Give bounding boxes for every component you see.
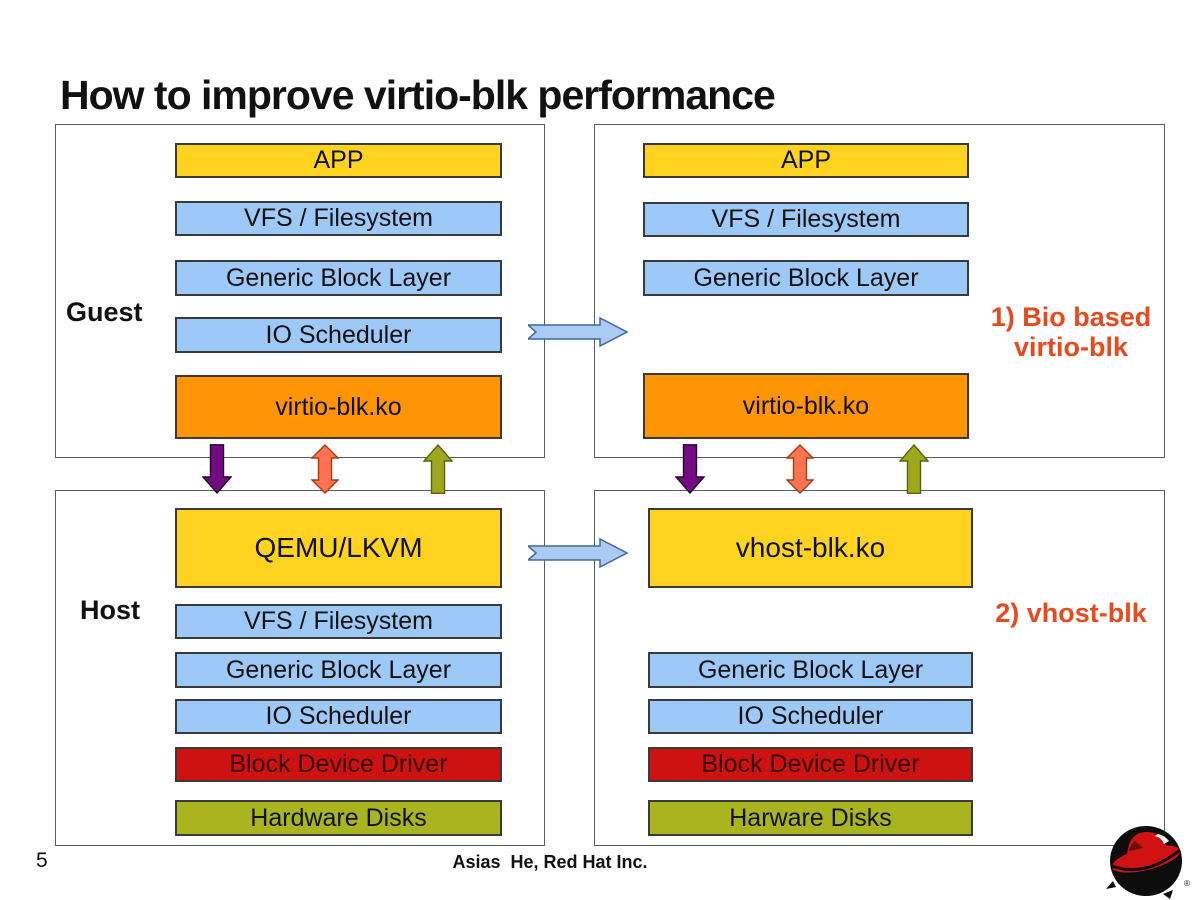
block-gbl-guest-left: Generic Block Layer xyxy=(175,260,502,296)
block-vhost-host-right: vhost-blk.ko xyxy=(648,508,973,588)
block-vfs-guest-right: VFS / Filesystem xyxy=(643,202,969,237)
double-arrow-coral-left-icon xyxy=(310,444,340,494)
block-virtio-guest-left: virtio-blk.ko xyxy=(175,375,502,439)
footer-credit: Asias He, Red Hat Inc. xyxy=(452,852,648,872)
registered-trademark: ® xyxy=(1184,879,1190,888)
block-iosched-guest-left: IO Scheduler xyxy=(175,317,502,353)
block-app-guest-right: APP xyxy=(643,143,969,178)
host-label: Host xyxy=(80,595,140,625)
block-vfs-guest-left: VFS / Filesystem xyxy=(175,201,502,236)
annotation-bio-line1: 1) Bio based xyxy=(990,302,1152,332)
right-arrow-guest-icon xyxy=(526,316,629,348)
guest-label: Guest xyxy=(66,297,143,327)
block-gbl-host-right: Generic Block Layer xyxy=(648,652,973,688)
double-arrow-coral-right-icon xyxy=(785,444,815,494)
right-arrow-host-icon xyxy=(526,537,629,569)
page-number: 5 xyxy=(36,849,48,872)
annotation-bio-based: 1) Bio based virtio-blk xyxy=(975,302,1167,362)
block-virtio-guest-right: virtio-blk.ko xyxy=(643,373,969,439)
block-iosched-host-left: IO Scheduler xyxy=(175,699,502,734)
slide-title: How to improve virtio-blk performance xyxy=(60,72,776,118)
annotation-vhost: 2) vhost-blk xyxy=(995,598,1147,628)
redhat-logo-icon xyxy=(1105,821,1189,900)
block-qemu-host-left: QEMU/LKVM xyxy=(175,508,502,588)
up-arrow-green-right-icon xyxy=(898,443,930,494)
annotation-bio-line2: virtio-blk xyxy=(1013,332,1128,362)
block-iosched-host-right: IO Scheduler xyxy=(648,699,973,734)
up-arrow-green-left-icon xyxy=(422,443,454,494)
block-hwd-host-right: Harware Disks xyxy=(648,800,973,836)
block-gbl-guest-right: Generic Block Layer xyxy=(643,260,969,296)
block-gbl-host-left: Generic Block Layer xyxy=(175,652,502,688)
block-vfs-host-left: VFS / Filesystem xyxy=(175,604,502,639)
block-bdd-host-right: Block Device Driver xyxy=(648,747,973,782)
down-arrow-purple-right-icon xyxy=(674,444,706,495)
down-arrow-purple-left-icon xyxy=(201,444,233,495)
block-hwd-host-left: Hardware Disks xyxy=(175,800,502,836)
block-bdd-host-left: Block Device Driver xyxy=(175,747,502,782)
block-app-guest-left: APP xyxy=(175,143,502,178)
